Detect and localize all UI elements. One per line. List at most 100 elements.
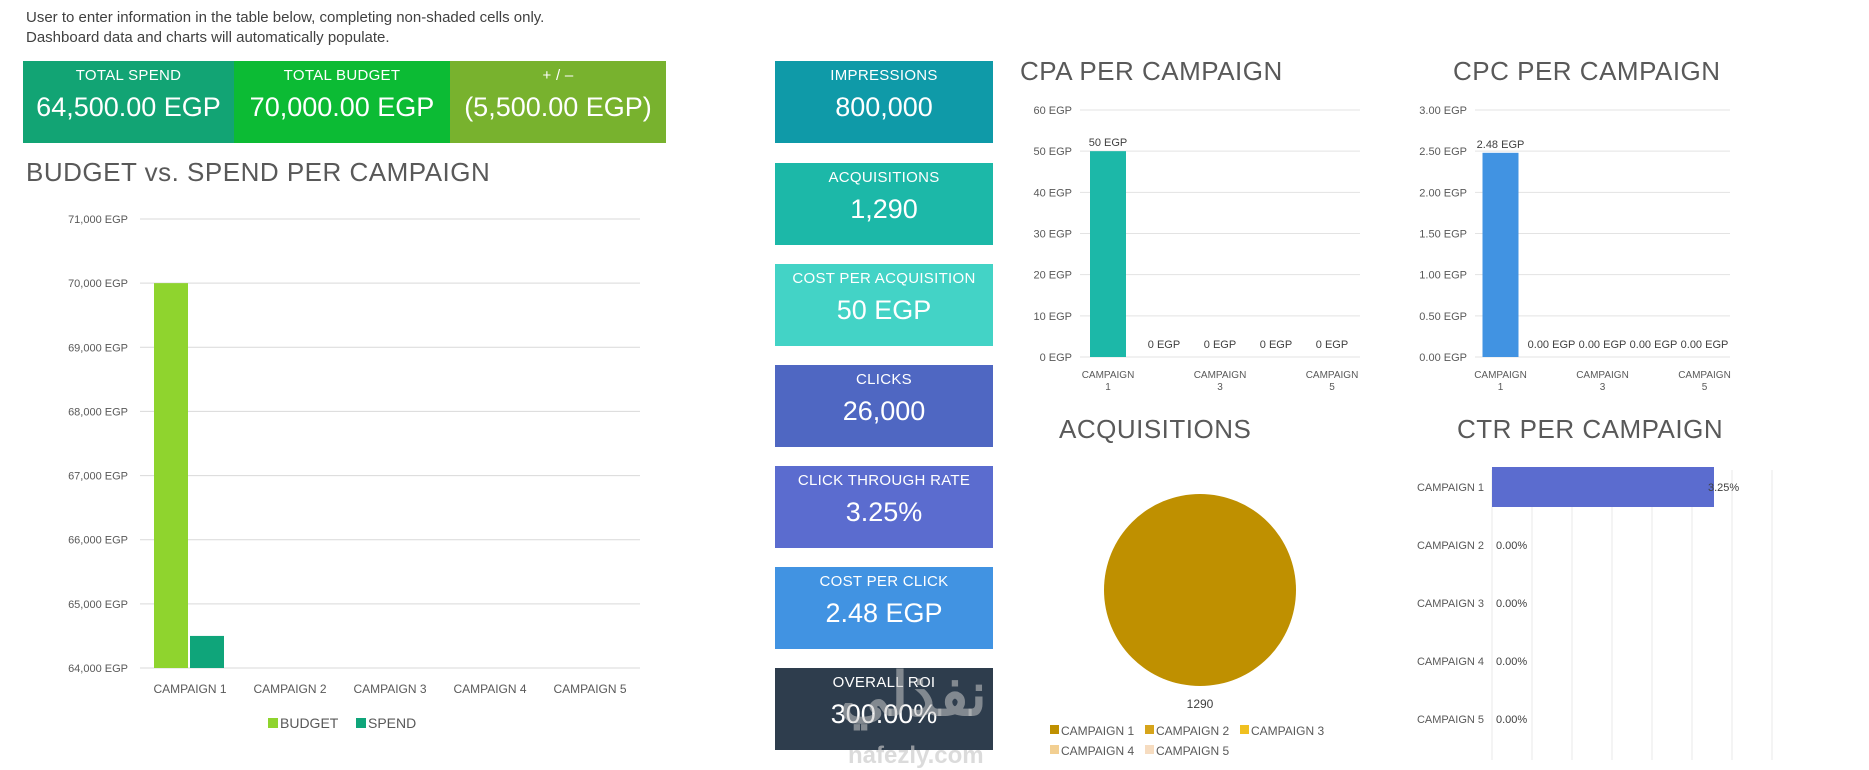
y-tick-label: 71,000 EGP <box>68 214 128 226</box>
ctr-chart-title: CTR PER CAMPAIGN <box>1457 414 1724 444</box>
acquisitions-chart-title: ACQUISITIONS <box>1059 414 1252 444</box>
bar <box>1090 151 1126 357</box>
legend-swatch <box>356 718 366 728</box>
y-tick-label: 1.00 EGP <box>1419 270 1467 282</box>
kpi-label: COST PER ACQUISITION <box>792 270 976 287</box>
legend-swatch <box>1145 725 1154 734</box>
cpc-chart-title: CPC PER CAMPAIGN <box>1453 56 1721 86</box>
y-tick-label: 0.50 EGP <box>1419 311 1467 323</box>
kpi-tile-click-through-rate: CLICK THROUGH RATE 3.25% <box>775 466 993 548</box>
data-label: 0 EGP <box>1204 339 1236 351</box>
x-tick-label: CAMPAIGN <box>1306 370 1359 381</box>
legend-label: CAMPAIGN 1 <box>1061 724 1134 738</box>
kpi-value: 800,000 <box>835 92 933 122</box>
data-label: 0 EGP <box>1260 339 1292 351</box>
data-label: 0.00% <box>1496 540 1527 552</box>
data-label: 0.00% <box>1496 714 1527 726</box>
difference-tile: + / – (5,500.00 EGP) <box>450 61 666 143</box>
y-tick-label: CAMPAIGN 2 <box>1417 540 1484 552</box>
instructions-line-2: Dashboard data and charts will automatic… <box>26 29 390 46</box>
watermark-logo-latin: nafezly.com <box>848 742 984 769</box>
total-spend-value: 64,500.00 EGP <box>36 92 221 122</box>
kpi-tile-cost-per-click: COST PER CLICK 2.48 EGP <box>775 567 993 649</box>
x-tick-label: CAMPAIGN 4 <box>453 682 526 696</box>
instructions: User to enter information in the table b… <box>26 8 544 48</box>
kpi-tile-impressions: IMPRESSIONS 800,000 <box>775 61 993 143</box>
kpi-label: ACQUISITIONS <box>828 169 940 186</box>
legend-label: CAMPAIGN 3 <box>1251 724 1324 738</box>
x-tick-label: 1 <box>1105 382 1111 393</box>
instructions-line-1: User to enter information in the table b… <box>26 9 545 26</box>
x-tick-label: CAMPAIGN 5 <box>553 682 626 696</box>
data-label: 2.48 EGP <box>1477 139 1525 151</box>
x-tick-label: CAMPAIGN 1 <box>153 682 226 696</box>
data-label: 0.00% <box>1496 598 1527 610</box>
x-tick-label: CAMPAIGN <box>1678 370 1731 381</box>
kpi-label: CLICKS <box>856 371 912 388</box>
legend-swatch <box>1050 745 1059 754</box>
y-tick-label: 64,000 EGP <box>68 663 128 675</box>
acquisitions-chart: 1290 CAMPAIGN 1 CAMPAIGN 2 CAMPAIGN 3 CAMPAI… <box>1050 494 1324 758</box>
y-tick-label: 2.00 EGP <box>1419 187 1467 199</box>
y-tick-label: CAMPAIGN 5 <box>1417 714 1484 726</box>
total-budget-tile: TOTAL BUDGET 70,000.00 EGP <box>234 61 450 143</box>
legend-label: CAMPAIGN 5 <box>1156 744 1229 758</box>
y-tick-label: 40 EGP <box>1033 187 1072 199</box>
total-spend-tile: TOTAL SPEND 64,500.00 EGP <box>23 61 234 143</box>
cpa-chart-title: CPA PER CAMPAIGN <box>1020 56 1283 86</box>
x-tick-label: 3 <box>1600 382 1606 393</box>
budget-spend-chart: 64,000 EGP 65,000 EGP 66,000 EGP 67,000 EGP… <box>68 214 640 731</box>
kpi-label: CLICK THROUGH RATE <box>797 472 971 489</box>
data-label: 0.00 EGP <box>1528 339 1576 351</box>
x-tick-label: 5 <box>1329 382 1335 393</box>
y-tick-label: 60 EGP <box>1033 105 1072 117</box>
x-tick-label: CAMPAIGN <box>1194 370 1247 381</box>
x-tick-label: 5 <box>1702 382 1708 393</box>
legend-label: CAMPAIGN 4 <box>1061 744 1134 758</box>
bar <box>1482 152 1519 357</box>
y-tick-label: 0.00 EGP <box>1419 352 1467 364</box>
total-budget-label: TOTAL BUDGET <box>283 67 401 84</box>
kpi-value: 50 EGP <box>836 295 932 325</box>
kpi-label: COST PER CLICK <box>819 573 949 590</box>
x-tick-label: CAMPAIGN <box>1474 370 1527 381</box>
y-tick-label: 50 EGP <box>1033 146 1072 158</box>
kpi-value: 3.25% <box>845 497 923 527</box>
legend-swatch <box>1145 745 1154 754</box>
y-tick-label: 0 EGP <box>1040 352 1072 364</box>
data-label: 3.25% <box>1708 482 1739 494</box>
y-tick-label: 30 EGP <box>1033 229 1072 241</box>
y-tick-label: 65,000 EGP <box>68 599 128 611</box>
y-tick-label: 3.00 EGP <box>1419 105 1467 117</box>
kpi-label: IMPRESSIONS <box>830 67 938 84</box>
cpc-chart: 0.00 EGP 0.50 EGP 1.00 EGP 1.50 EGP 2.00 EGP… <box>1419 105 1731 393</box>
y-tick-label: 66,000 EGP <box>68 535 128 547</box>
watermark-logo-arabic: نفذلي <box>840 661 987 728</box>
y-tick-label: 2.50 EGP <box>1419 146 1467 158</box>
kpi-tile-acquisitions: ACQUISITIONS 1,290 <box>775 163 993 245</box>
bar <box>1492 467 1714 507</box>
kpi-tile-clicks: CLICKS 26,000 <box>775 365 993 447</box>
kpi-tile-cost-per-acquisition: COST PER ACQUISITION 50 EGP <box>775 264 993 346</box>
kpi-value: 300.00% <box>830 699 938 729</box>
y-tick-label: 68,000 EGP <box>68 406 128 418</box>
legend-swatch <box>1240 725 1249 734</box>
data-label: 0.00% <box>1496 656 1527 668</box>
y-tick-label: CAMPAIGN 1 <box>1417 482 1484 494</box>
ctr-chart: CAMPAIGN 1 3.25% CAMPAIGN 2 0.00% CAMPAIGN 3… <box>1417 467 1773 760</box>
legend-label: SPEND <box>368 715 416 731</box>
y-tick-label: 1.50 EGP <box>1419 229 1467 241</box>
data-label: 50 EGP <box>1089 137 1128 149</box>
x-tick-label: 1 <box>1498 382 1504 393</box>
data-label: 0.00 EGP <box>1681 339 1729 351</box>
kpi-value: 2.48 EGP <box>825 598 943 628</box>
x-tick-label: CAMPAIGN 3 <box>353 682 426 696</box>
total-budget-value: 70,000.00 EGP <box>249 92 435 122</box>
data-label: 0.00 EGP <box>1579 339 1627 351</box>
pie-slice <box>1104 494 1296 686</box>
y-tick-label: CAMPAIGN 4 <box>1417 656 1484 668</box>
x-tick-label: 3 <box>1217 382 1223 393</box>
legend-label: BUDGET <box>280 715 339 731</box>
y-tick-label: 10 EGP <box>1033 311 1072 323</box>
